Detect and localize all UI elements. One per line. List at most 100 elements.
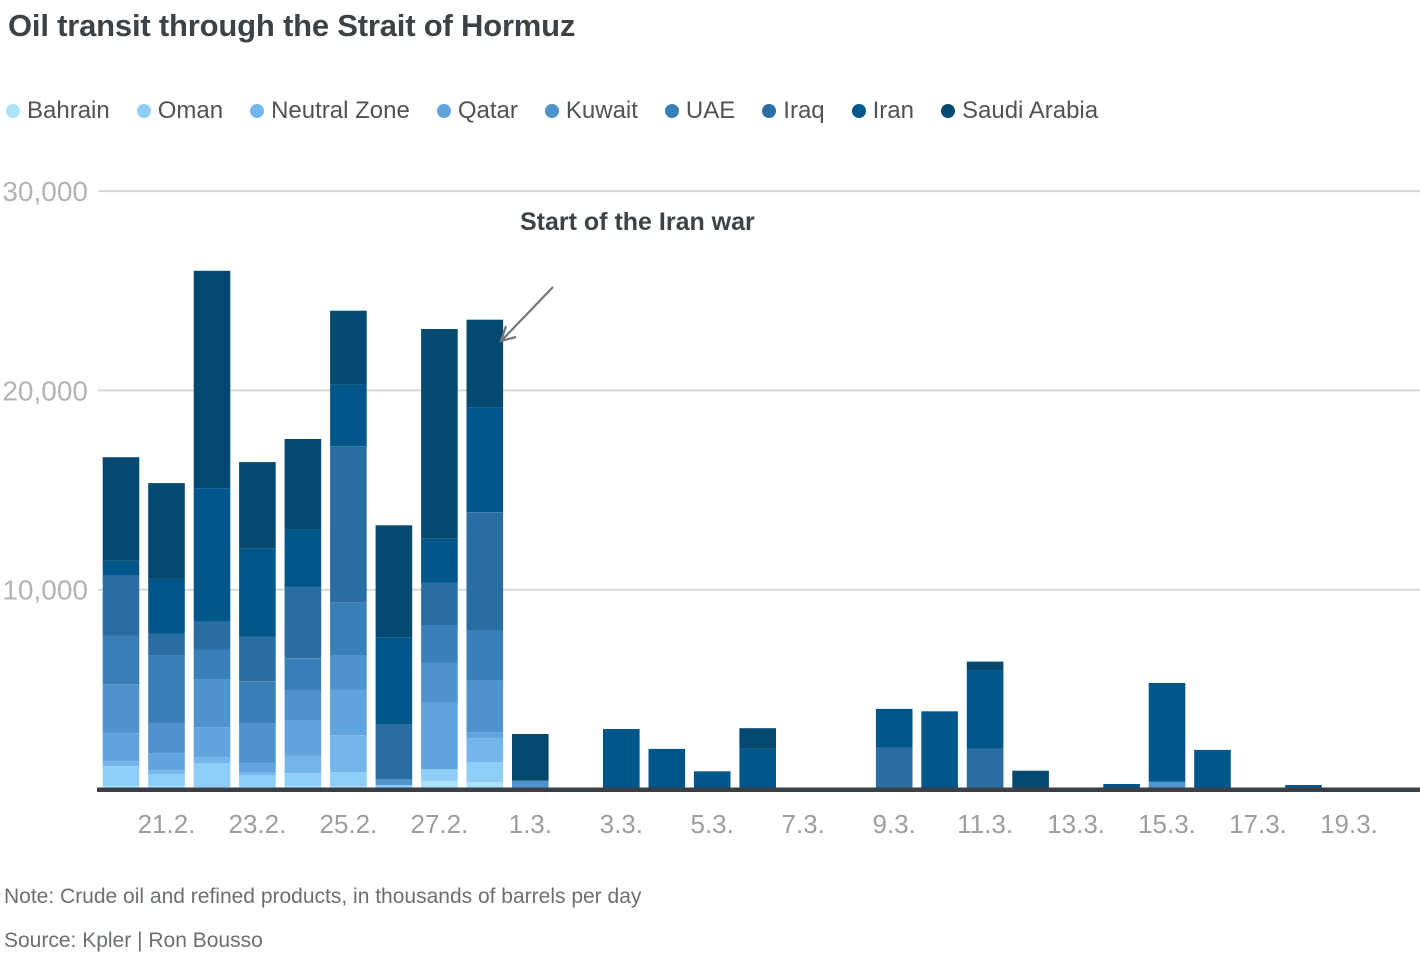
bar-segment-saudi-arabia [193,270,231,488]
bar-14.3. [1103,784,1140,789]
bar-segment-iraq [239,636,276,682]
bar-segment-qatar [148,753,185,770]
bar-22.2. [193,270,231,789]
bar-segment-iran [875,708,913,748]
bar-segment-bahrain [466,782,504,789]
legend-dot-icon [250,104,265,118]
bar-segment-saudi-arabia [102,457,140,561]
x-tick-label: 7.3. [782,809,825,839]
legend: Bahrain Oman Neutral Zone Qatar Kuwait UAE Ira… [6,97,1098,125]
bar-segment-oman [239,775,276,787]
bar-segment-kuwait [466,680,504,733]
legend-item-oman: Oman [136,97,223,125]
bar-segment-iran [102,560,140,576]
x-tick-label: 15.3. [1138,809,1196,839]
x-tick-label: 5.3. [691,809,734,839]
bar-3.3. [603,729,640,789]
legend-item-iran: Iran [851,97,914,125]
annotation-arrow-icon [499,286,554,343]
bar-segment-saudi-arabia [239,462,276,549]
bar-segment-iran [193,488,231,622]
bar-28.2. [466,319,504,789]
bar-segment-kuwait [1148,781,1186,789]
legend-dot-icon [851,104,866,118]
bar-segment-saudi-arabia [284,439,322,530]
bar-segment-neutral-zone [148,770,185,775]
bar-segment-kuwait [512,780,549,789]
legend-dot-icon [6,104,20,118]
bar-segment-qatar [466,732,504,739]
legend-label: Qatar [457,97,518,124]
legend-item-saudi-arabia: Saudi Arabia [941,97,1098,125]
bar-segment-uae [239,681,276,724]
bar-segment-iran [148,578,185,634]
bar-segment-iran [466,407,504,513]
bar-segment-iran [966,670,1004,749]
bar-12.3. [1012,770,1049,789]
bar-segment-iran [921,711,958,789]
note-text: Note: Crude oil and refined products, in… [4,885,642,908]
bar-segment-iraq [375,724,413,779]
bar-segment-qatar [421,702,458,770]
bar-segment-iran [1148,683,1186,782]
bar-segment-saudi-arabia [421,329,458,539]
bar-segment-iraq [102,575,140,636]
bar-segment-oman [330,772,367,786]
bar-segment-kuwait [330,655,367,690]
bar-segment-oman [421,769,458,781]
bar-segment-iran [239,548,276,637]
bar-segment-bahrain [421,780,458,789]
x-tick-label: 3.3. [600,809,643,839]
bar-segment-iraq [330,446,367,603]
bar-segment-qatar [239,763,276,773]
x-tick-label: 17.3. [1229,809,1287,839]
bar-segment-saudi-arabia [330,310,367,385]
bar-segment-bahrain [330,785,367,789]
bar-segment-uae [148,655,185,724]
bar-segment-iran [1285,785,1322,789]
chart-title: Oil transit through the Strait of Hormuz [8,8,576,43]
bar-segment-saudi-arabia [512,734,549,781]
bar-segment-neutral-zone [239,772,276,776]
bar-21.2. [148,483,185,789]
bar-segment-iran [648,748,686,789]
x-tick-label: 27.2. [410,809,468,839]
legend-dot-icon [762,104,777,118]
x-axis-line [97,787,1420,792]
bar-segment-kuwait [102,684,140,734]
bar-segment-oman [148,774,185,787]
bar-segment-kuwait [375,779,413,785]
bar-6.3. [739,728,776,789]
bar-segment-iran [1194,749,1231,789]
bar-segment-iraq [193,621,231,650]
bar-segment-oman [375,785,413,788]
bar-segment-iraq [875,747,913,789]
legend-dot-icon [544,104,559,118]
x-tick-label: 11.3. [957,809,1013,839]
x-tick-label: 13.3. [1047,809,1105,839]
x-tick-label: 1.3. [509,809,552,839]
x-tick-label: 19.3. [1320,809,1378,839]
bar-15.3. [1148,683,1186,789]
bar-segment-qatar [284,720,322,756]
bar-segment-uae [102,635,140,685]
source-text: Source: Kpler | Ron Bousso [4,929,263,952]
legend-label: Iraq [783,97,825,124]
bar-segment-saudi-arabia [739,728,776,749]
bar-segment-uae [284,658,322,690]
bar-5.3. [693,771,731,789]
legend-dot-icon [136,104,151,118]
bar-segment-qatar [330,689,367,736]
bar-segment-saudi-arabia [1012,770,1049,789]
legend-dot-icon [436,104,451,118]
legend-label: Bahrain [27,97,110,124]
legend-item-kuwait: Kuwait [544,97,638,125]
bar-segment-iraq [148,633,185,656]
annotation-label: Start of the Iran war [520,208,755,236]
legend-item-qatar: Qatar [436,97,518,125]
bar-segment-saudi-arabia [966,661,1004,671]
bar-segment-iran [1103,784,1140,789]
x-tick-label: 23.2. [228,809,286,839]
bar-segment-kuwait [421,662,458,703]
bar-segment-oman [284,773,322,787]
